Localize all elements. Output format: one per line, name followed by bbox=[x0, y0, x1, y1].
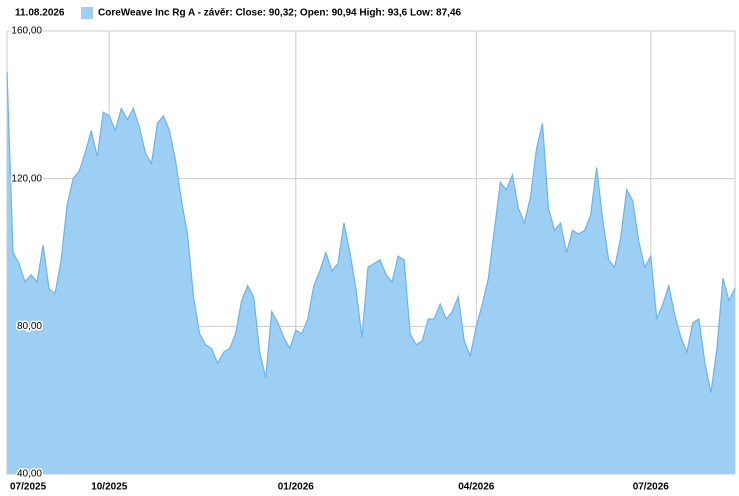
x-tick-label: 04/2026 bbox=[458, 482, 495, 493]
x-tick-label: 07/2025 bbox=[10, 482, 47, 493]
y-tick-label: 80,00 bbox=[17, 321, 42, 332]
line bbox=[6, 71, 736, 393]
legend-label: CoreWeave Inc Rg A - závěr: Close: 90,32… bbox=[98, 8, 462, 19]
y-tick-label: 40,00 bbox=[17, 469, 42, 480]
y-tick-label: 120,00 bbox=[11, 173, 42, 184]
x-tick-label: 10/2025 bbox=[91, 482, 128, 493]
legend-swatch bbox=[81, 7, 93, 19]
x-tick-label: 01/2026 bbox=[278, 482, 315, 493]
date-label: 11.08.2026 bbox=[15, 8, 65, 19]
y-tick-label: 160,00 bbox=[11, 26, 42, 37]
x-tick-label: 07/2026 bbox=[633, 482, 670, 493]
area bbox=[7, 71, 735, 475]
